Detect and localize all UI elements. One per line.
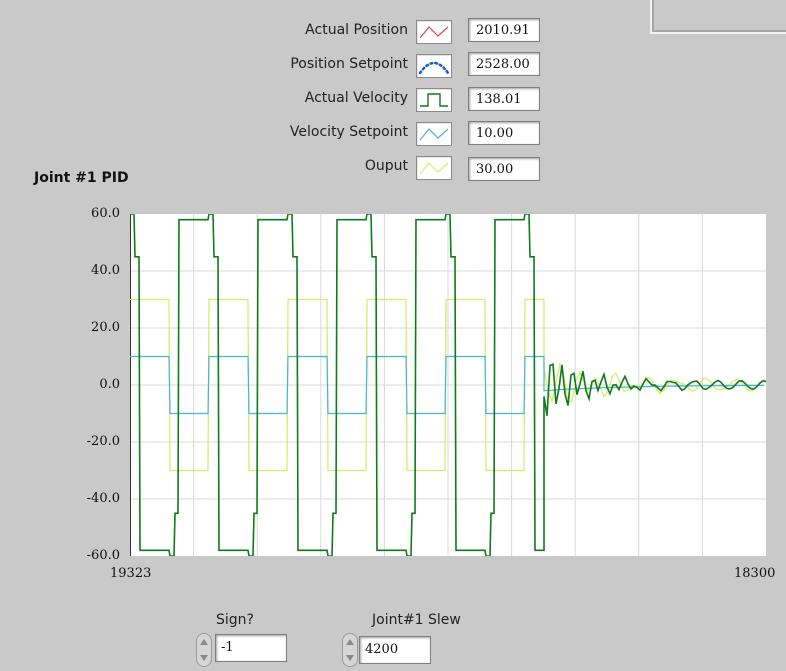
x-tick-label-end: 18300 <box>734 566 776 581</box>
legend-label: Actual Velocity <box>304 90 408 106</box>
y-tick-label: -20.0 <box>86 434 120 449</box>
legend-label: Position Setpoint <box>290 56 408 72</box>
plot-area <box>130 213 767 557</box>
slew-spinner-icon[interactable] <box>342 633 358 667</box>
chart-title: Joint #1 PID <box>34 170 129 186</box>
legend-swatch-square-step-icon <box>416 88 452 112</box>
legend-swatch-dotted-arc-icon <box>416 54 452 78</box>
y-tick-label: 40.0 <box>91 263 120 278</box>
actual-position-value: 2010.91 <box>468 18 540 42</box>
legend-swatch-zigzag-icon <box>416 20 452 44</box>
panel-frame-corner <box>650 0 786 34</box>
y-tick-label: -40.0 <box>86 491 120 506</box>
legend-row-actual-position: Actual Position <box>220 16 460 46</box>
legend-label: Ouput <box>364 158 408 174</box>
y-tick-label: 0.0 <box>99 377 120 392</box>
x-tick-label-start: 19323 <box>110 566 152 581</box>
legend-row-velocity-setpoint: Velocity Setpoint <box>220 118 460 148</box>
legend-swatch-zigzag-icon <box>416 156 452 180</box>
position-setpoint-value: 2528.00 <box>468 52 540 76</box>
actual-velocity-value: 138.01 <box>468 87 540 111</box>
series-velocity-setpoint-line <box>130 355 764 415</box>
slew-input[interactable]: 4200 <box>359 636 431 664</box>
legend-row-actual-velocity: Actual Velocity <box>220 84 460 114</box>
legend-row-ouput: Ouput <box>220 152 460 182</box>
slew-label: Joint#1 Slew <box>372 612 461 628</box>
chart-svg <box>130 213 767 557</box>
legend-swatch-zigzag-icon <box>416 122 452 146</box>
y-tick-label: -60.0 <box>86 548 120 563</box>
ouput-value: 30.00 <box>468 157 540 181</box>
sign-spinner-icon[interactable] <box>196 633 212 667</box>
legend-label: Velocity Setpoint <box>289 124 408 140</box>
sign-label: Sign? <box>216 612 254 628</box>
y-tick-label: 60.0 <box>91 206 120 221</box>
sign-input[interactable]: -1 <box>215 634 287 662</box>
legend-label: Actual Position <box>305 22 408 38</box>
series-actual-velocity-line <box>130 213 767 557</box>
y-tick-label: 20.0 <box>91 320 120 335</box>
velocity-setpoint-value: 10.00 <box>468 121 540 145</box>
legend-row-position-setpoint: Position Setpoint <box>220 50 460 80</box>
